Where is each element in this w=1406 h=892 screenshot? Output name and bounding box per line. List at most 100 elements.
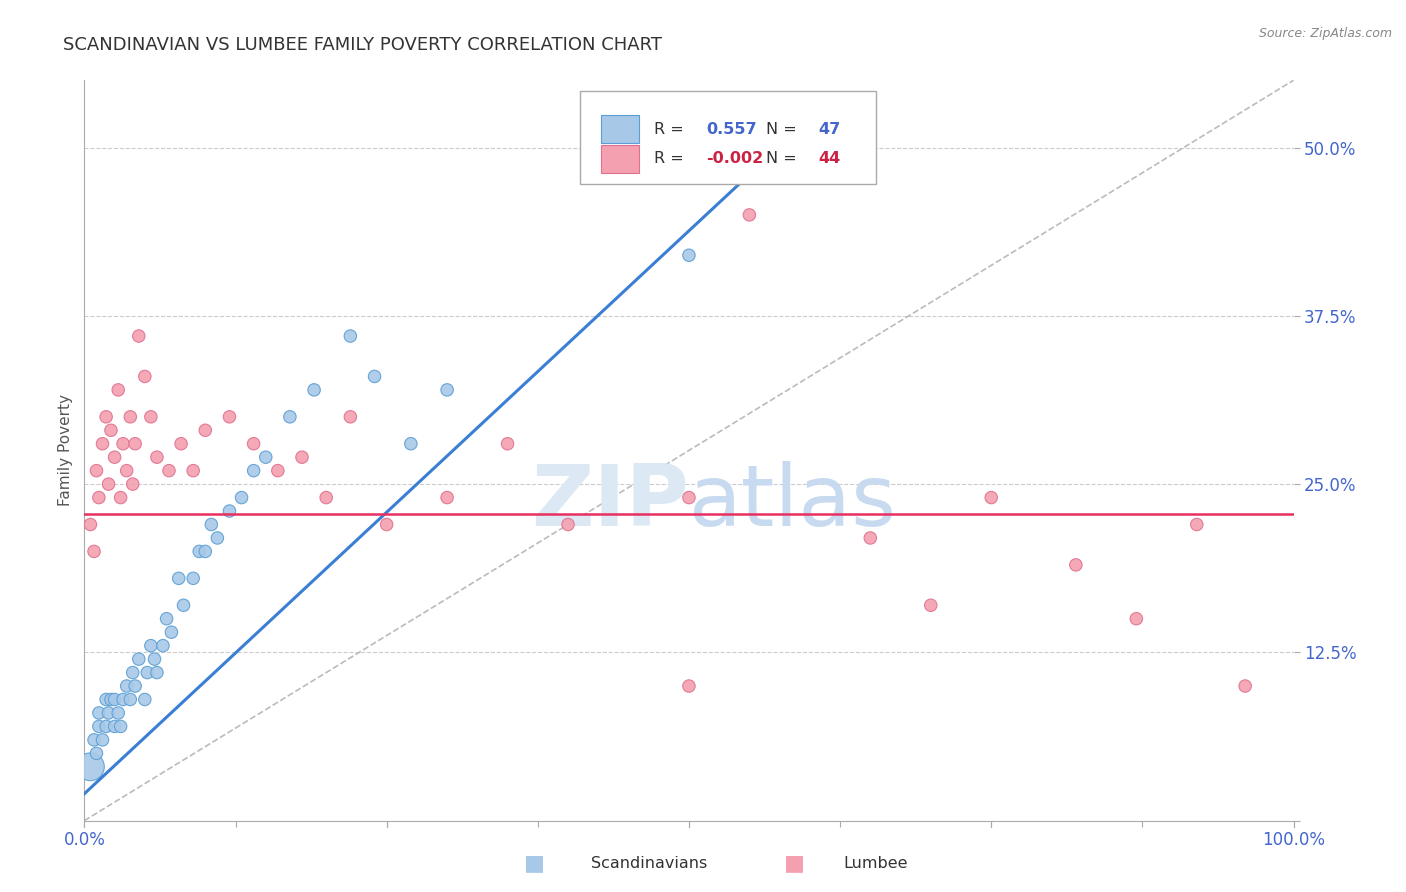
Point xyxy=(146,665,169,680)
Text: R =: R = xyxy=(654,121,689,136)
Point xyxy=(200,517,222,532)
FancyBboxPatch shape xyxy=(600,145,640,173)
Point xyxy=(128,329,150,343)
Point xyxy=(678,248,700,262)
Point xyxy=(363,369,385,384)
Text: 47: 47 xyxy=(818,121,841,136)
Text: atlas: atlas xyxy=(689,461,897,544)
Point xyxy=(194,423,217,437)
Point xyxy=(181,571,204,585)
Point xyxy=(436,491,458,505)
Point xyxy=(104,692,127,706)
Point xyxy=(143,652,166,666)
Point xyxy=(980,491,1002,505)
Point xyxy=(188,544,211,558)
Point xyxy=(94,692,117,706)
Point xyxy=(157,464,180,478)
Point xyxy=(136,665,159,680)
Point xyxy=(107,706,129,720)
Point xyxy=(375,517,398,532)
Text: Scandinavians: Scandinavians xyxy=(591,856,707,871)
Point xyxy=(120,409,142,424)
Point xyxy=(920,599,942,613)
Point xyxy=(91,732,114,747)
Point xyxy=(104,719,127,733)
Point xyxy=(128,652,150,666)
Point xyxy=(139,639,162,653)
Text: -0.002: -0.002 xyxy=(706,152,763,167)
Point xyxy=(152,639,174,653)
Point xyxy=(436,383,458,397)
Point xyxy=(79,517,101,532)
Point xyxy=(134,369,156,384)
Point xyxy=(86,464,108,478)
Point xyxy=(94,719,117,733)
Point xyxy=(231,491,253,505)
Point xyxy=(115,679,138,693)
Point xyxy=(399,436,422,450)
Point xyxy=(1125,612,1147,626)
Text: N =: N = xyxy=(766,152,803,167)
Point xyxy=(738,208,761,222)
Point xyxy=(110,491,132,505)
Point xyxy=(1064,558,1087,572)
Point xyxy=(91,436,114,450)
Point xyxy=(83,732,105,747)
Point xyxy=(1185,517,1208,532)
FancyBboxPatch shape xyxy=(581,91,876,184)
Point xyxy=(160,625,183,640)
Point xyxy=(702,168,724,182)
Point xyxy=(100,423,122,437)
Point xyxy=(124,436,146,450)
FancyBboxPatch shape xyxy=(600,115,640,144)
Point xyxy=(155,612,177,626)
Y-axis label: Family Poverty: Family Poverty xyxy=(58,394,73,507)
Point xyxy=(267,464,290,478)
Point xyxy=(207,531,229,545)
Point xyxy=(83,544,105,558)
Point xyxy=(94,409,117,424)
Text: 44: 44 xyxy=(818,152,841,167)
Text: N =: N = xyxy=(766,121,803,136)
Point xyxy=(87,719,110,733)
Point xyxy=(859,531,882,545)
Point xyxy=(139,409,162,424)
Point xyxy=(167,571,190,585)
Text: R =: R = xyxy=(654,152,689,167)
Point xyxy=(194,544,217,558)
Point xyxy=(146,450,169,465)
Point xyxy=(496,436,519,450)
Point xyxy=(97,706,120,720)
Point xyxy=(87,491,110,505)
Point xyxy=(110,719,132,733)
Point xyxy=(121,477,143,491)
Point xyxy=(170,436,193,450)
Point xyxy=(678,679,700,693)
Point xyxy=(104,450,127,465)
Point xyxy=(87,706,110,720)
Point xyxy=(254,450,277,465)
Text: Source: ZipAtlas.com: Source: ZipAtlas.com xyxy=(1258,27,1392,40)
Point xyxy=(302,383,325,397)
Point xyxy=(291,450,314,465)
Point xyxy=(557,517,579,532)
Point xyxy=(115,464,138,478)
Point xyxy=(112,692,135,706)
Point xyxy=(339,409,361,424)
Point xyxy=(278,409,301,424)
Point xyxy=(1234,679,1257,693)
Point xyxy=(339,329,361,343)
Point xyxy=(173,599,195,613)
Text: ■: ■ xyxy=(524,854,544,873)
Point xyxy=(134,692,156,706)
Point xyxy=(242,436,264,450)
Point xyxy=(112,436,135,450)
Point xyxy=(124,679,146,693)
Point xyxy=(218,504,240,518)
Point xyxy=(97,477,120,491)
Point xyxy=(678,491,700,505)
Text: SCANDINAVIAN VS LUMBEE FAMILY POVERTY CORRELATION CHART: SCANDINAVIAN VS LUMBEE FAMILY POVERTY CO… xyxy=(63,36,662,54)
Point xyxy=(121,665,143,680)
Point xyxy=(79,760,101,774)
Point xyxy=(86,747,108,761)
